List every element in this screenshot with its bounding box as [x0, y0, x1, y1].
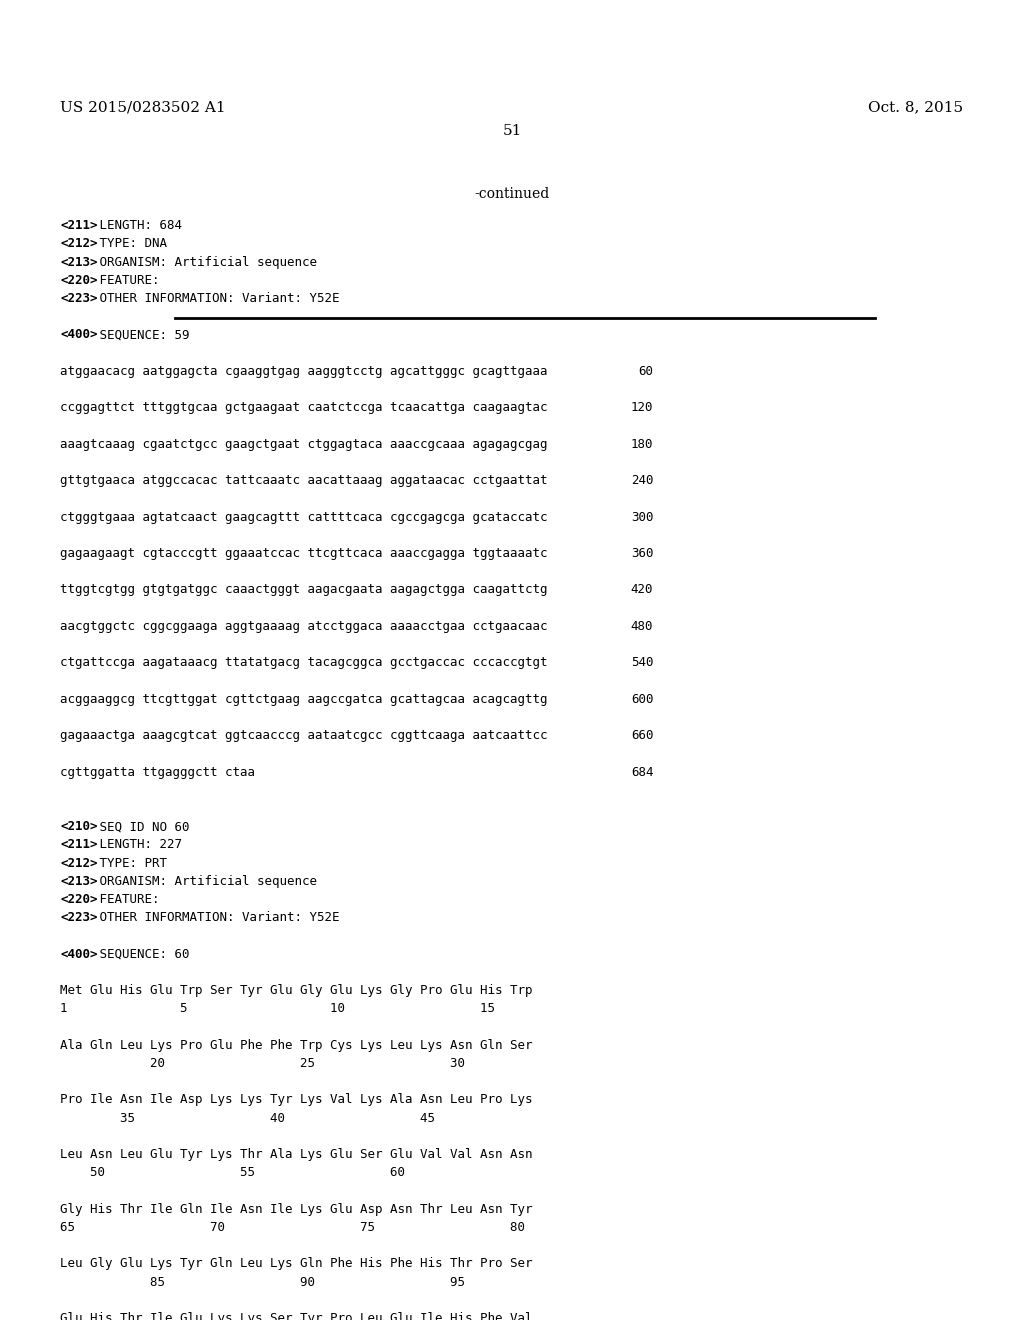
Text: OTHER INFORMATION: Variant: Y52E: OTHER INFORMATION: Variant: Y52E: [92, 911, 340, 924]
Text: 50                  55                  60: 50 55 60: [60, 1167, 406, 1179]
Text: 85                  90                  95: 85 90 95: [60, 1275, 466, 1288]
Text: 1               5                   10                  15: 1 5 10 15: [60, 1002, 496, 1015]
Text: <220>: <220>: [60, 273, 98, 286]
Text: 35                  40                  45: 35 40 45: [60, 1111, 435, 1125]
Text: 60: 60: [638, 364, 653, 378]
Text: 420: 420: [631, 583, 653, 597]
Text: LENGTH: 684: LENGTH: 684: [92, 219, 182, 232]
Text: FEATURE:: FEATURE:: [92, 894, 160, 906]
Text: TYPE: DNA: TYPE: DNA: [92, 238, 167, 251]
Text: Leu Asn Leu Glu Tyr Lys Thr Ala Lys Glu Ser Glu Val Val Asn Asn: Leu Asn Leu Glu Tyr Lys Thr Ala Lys Glu …: [60, 1148, 532, 1162]
Text: ORGANISM: Artificial sequence: ORGANISM: Artificial sequence: [92, 875, 317, 888]
Text: <220>: <220>: [60, 894, 98, 906]
Text: aacgtggctc cggcggaaga aggtgaaaag atcctggaca aaaacctgaa cctgaacaac: aacgtggctc cggcggaaga aggtgaaaag atcctgg…: [60, 620, 548, 632]
Text: 600: 600: [631, 693, 653, 706]
Text: Leu Gly Glu Lys Tyr Gln Leu Lys Gln Phe His Phe His Thr Pro Ser: Leu Gly Glu Lys Tyr Gln Leu Lys Gln Phe …: [60, 1258, 532, 1270]
Text: Ala Gln Leu Lys Pro Glu Phe Phe Trp Cys Lys Leu Lys Asn Gln Ser: Ala Gln Leu Lys Pro Glu Phe Phe Trp Cys …: [60, 1039, 532, 1052]
Text: 51: 51: [503, 124, 521, 139]
Text: ttggtcgtgg gtgtgatggc caaactgggt aagacgaata aagagctgga caagattctg: ttggtcgtgg gtgtgatggc caaactgggt aagacga…: [60, 583, 548, 597]
Text: 300: 300: [631, 511, 653, 524]
Text: ctgggtgaaa agtatcaact gaagcagttt cattttcaca cgccgagcga gcataccatc: ctgggtgaaa agtatcaact gaagcagttt cattttc…: [60, 511, 548, 524]
Text: <213>: <213>: [60, 875, 98, 888]
Text: gagaagaagt cgtacccgtt ggaaatccac ttcgttcaca aaaccgagga tggtaaaatc: gagaagaagt cgtacccgtt ggaaatccac ttcgttc…: [60, 546, 548, 560]
Text: <400>: <400>: [60, 329, 98, 342]
Text: <210>: <210>: [60, 820, 98, 833]
Text: Gly His Thr Ile Gln Ile Asn Ile Lys Glu Asp Asn Thr Leu Asn Tyr: Gly His Thr Ile Gln Ile Asn Ile Lys Glu …: [60, 1203, 532, 1216]
Text: SEQUENCE: 60: SEQUENCE: 60: [92, 948, 189, 961]
Text: Pro Ile Asn Ile Asp Lys Lys Tyr Lys Val Lys Ala Asn Leu Pro Lys: Pro Ile Asn Ile Asp Lys Lys Tyr Lys Val …: [60, 1093, 532, 1106]
Text: -continued: -continued: [474, 186, 550, 201]
Text: <400>: <400>: [60, 948, 98, 961]
Text: 120: 120: [631, 401, 653, 414]
Text: cgttggatta ttgagggctt ctaa: cgttggatta ttgagggctt ctaa: [60, 766, 255, 779]
Text: 360: 360: [631, 546, 653, 560]
Text: ORGANISM: Artificial sequence: ORGANISM: Artificial sequence: [92, 256, 317, 268]
Text: <212>: <212>: [60, 238, 98, 251]
Text: ctgattccga aagataaacg ttatatgacg tacagcggca gcctgaccac cccaccgtgt: ctgattccga aagataaacg ttatatgacg tacagcg…: [60, 656, 548, 669]
Text: SEQ ID NO 60: SEQ ID NO 60: [92, 820, 189, 833]
Text: aaagtcaaag cgaatctgcc gaagctgaat ctggagtaca aaaccgcaaa agagagcgag: aaagtcaaag cgaatctgcc gaagctgaat ctggagt…: [60, 438, 548, 450]
Text: FEATURE:: FEATURE:: [92, 273, 160, 286]
Text: 240: 240: [631, 474, 653, 487]
Text: 480: 480: [631, 620, 653, 632]
Text: <213>: <213>: [60, 256, 98, 268]
Text: US 2015/0283502 A1: US 2015/0283502 A1: [60, 100, 226, 115]
Text: 684: 684: [631, 766, 653, 779]
Text: 540: 540: [631, 656, 653, 669]
Text: Oct. 8, 2015: Oct. 8, 2015: [868, 100, 964, 115]
Text: 180: 180: [631, 438, 653, 450]
Text: <223>: <223>: [60, 292, 98, 305]
Text: <211>: <211>: [60, 219, 98, 232]
Text: gttgtgaaca atggccacac tattcaaatc aacattaaag aggataacac cctgaattat: gttgtgaaca atggccacac tattcaaatc aacatta…: [60, 474, 548, 487]
Text: LENGTH: 227: LENGTH: 227: [92, 838, 182, 851]
Text: ccggagttct tttggtgcaa gctgaagaat caatctccga tcaacattga caagaagtac: ccggagttct tttggtgcaa gctgaagaat caatctc…: [60, 401, 548, 414]
Text: OTHER INFORMATION: Variant: Y52E: OTHER INFORMATION: Variant: Y52E: [92, 292, 340, 305]
Text: 65                  70                  75                  80: 65 70 75 80: [60, 1221, 525, 1234]
Text: TYPE: PRT: TYPE: PRT: [92, 857, 167, 870]
Text: 660: 660: [631, 729, 653, 742]
Text: Glu His Thr Ile Glu Lys Lys Ser Tyr Pro Leu Glu Ile His Phe Val: Glu His Thr Ile Glu Lys Lys Ser Tyr Pro …: [60, 1312, 532, 1320]
Text: acggaaggcg ttcgttggat cgttctgaag aagccgatca gcattagcaa acagcagttg: acggaaggcg ttcgttggat cgttctgaag aagccga…: [60, 693, 548, 706]
Text: <223>: <223>: [60, 911, 98, 924]
Text: 20                  25                  30: 20 25 30: [60, 1057, 466, 1071]
Text: <212>: <212>: [60, 857, 98, 870]
Text: SEQUENCE: 59: SEQUENCE: 59: [92, 329, 189, 342]
Text: gagaaactga aaagcgtcat ggtcaacccg aataatcgcc cggttcaaga aatcaattcc: gagaaactga aaagcgtcat ggtcaacccg aataatc…: [60, 729, 548, 742]
Text: <211>: <211>: [60, 838, 98, 851]
Text: Met Glu His Glu Trp Ser Tyr Glu Gly Glu Lys Gly Pro Glu His Trp: Met Glu His Glu Trp Ser Tyr Glu Gly Glu …: [60, 985, 532, 997]
Text: atggaacacg aatggagcta cgaaggtgag aagggtcctg agcattgggc gcagttgaaa: atggaacacg aatggagcta cgaaggtgag aagggtc…: [60, 364, 548, 378]
